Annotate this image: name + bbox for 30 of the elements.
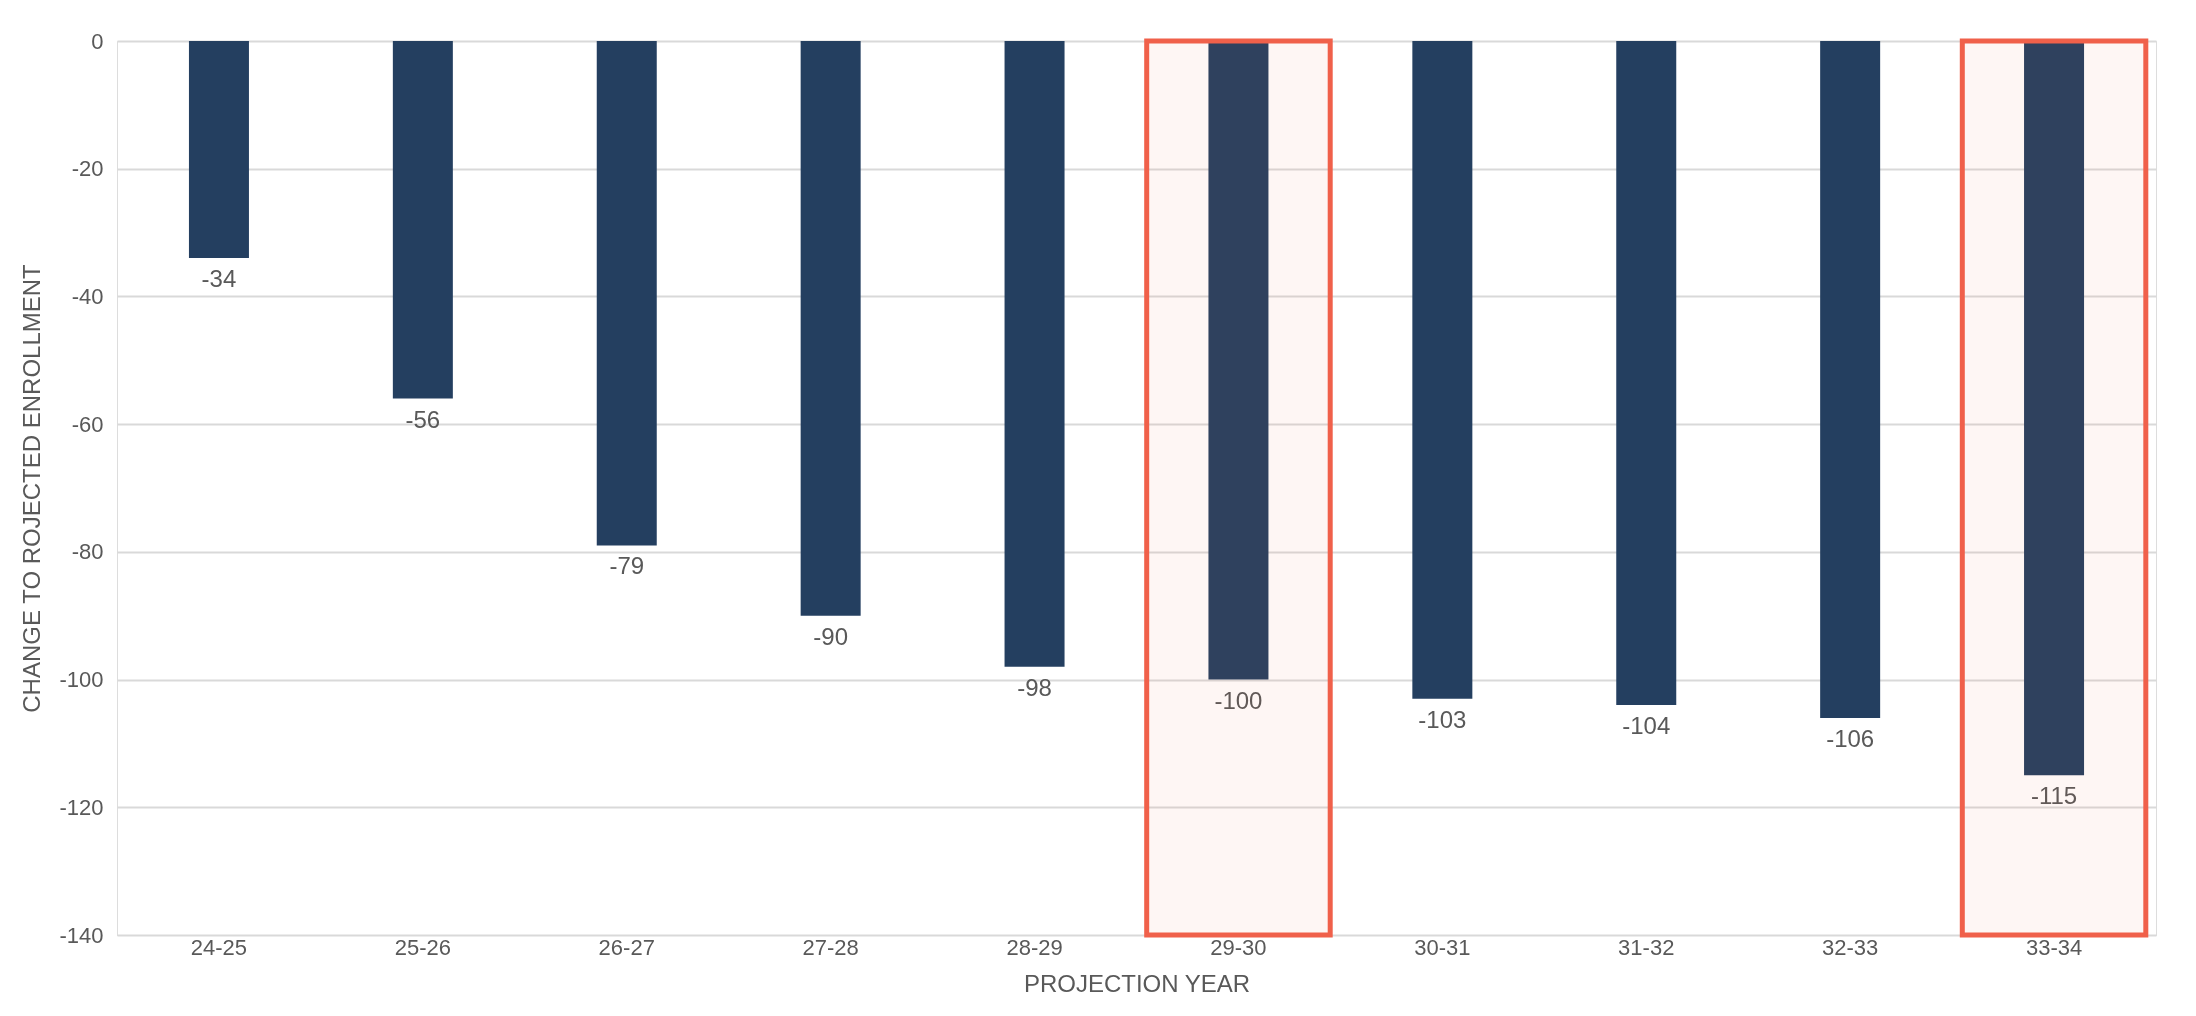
x-axis-title: PROJECTION YEAR	[1023, 969, 1251, 997]
data-label: -103	[1418, 705, 1467, 733]
x-tick-label: 26-27	[598, 934, 655, 960]
x-tick-label: 25-26	[394, 934, 451, 960]
y-tick-label: -60	[71, 411, 104, 437]
data-label: -79	[609, 552, 645, 580]
y-tick-label: -80	[71, 539, 104, 565]
data-label: -34	[201, 265, 237, 293]
y-tick-label: -140	[59, 922, 104, 948]
x-tick-label: 33-34	[2025, 934, 2083, 960]
x-tick-label: 31-32	[1618, 934, 1675, 960]
y-tick-label: -20	[71, 156, 104, 182]
y-tick-label: 0	[91, 28, 104, 54]
y-tick-label: -120	[59, 794, 104, 820]
x-tick-label: 30-31	[1414, 934, 1471, 960]
y-axis-title: CHANGE TO ROJECTED ENROLLMENT	[18, 263, 46, 713]
x-tick-label: 24-25	[190, 934, 248, 960]
data-label: -98	[1017, 673, 1052, 701]
data-label: -106	[1826, 724, 1875, 752]
data-label: -90	[813, 622, 848, 650]
x-tick-label: 29-30	[1210, 934, 1267, 960]
data-label: -100	[1214, 686, 1263, 714]
y-tick-label: -40	[71, 283, 104, 309]
x-tick-label: 28-29	[1006, 934, 1063, 960]
data-label: -104	[1622, 712, 1671, 740]
y-tick-label: -100	[59, 667, 104, 693]
x-tick-label: 27-28	[802, 934, 859, 960]
data-label: -56	[405, 405, 441, 433]
x-tick-label: 32-33	[1822, 934, 1879, 960]
data-label: -115	[2030, 782, 2078, 810]
